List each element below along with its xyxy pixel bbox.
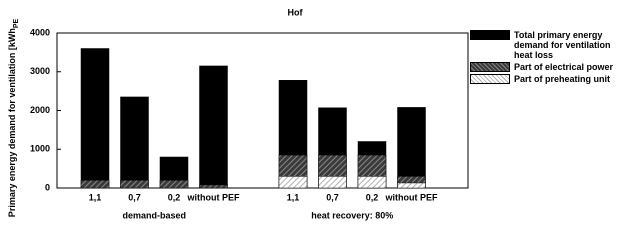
legend-item: Total primary energy demand for ventilat… xyxy=(470,30,618,60)
y-tick-label: 2000 xyxy=(30,105,50,115)
group-label: heat recovery: 80% xyxy=(311,210,393,220)
bar xyxy=(80,48,110,189)
bar xyxy=(397,182,426,189)
group-label: demand-based xyxy=(122,210,186,220)
x-tick-label: 1,1 xyxy=(287,192,300,202)
y-label-main: Primary energy demand for ventilation [k… xyxy=(7,28,17,217)
legend-item: Part of electrical power xyxy=(470,62,618,72)
bar xyxy=(397,107,426,189)
legend-label: Part of preheating unit xyxy=(514,74,611,84)
legend-swatch xyxy=(470,62,510,72)
bar xyxy=(199,184,228,189)
y-tick-label: 0 xyxy=(45,182,50,192)
legend-label: Total primary energy demand for ventilat… xyxy=(514,30,611,60)
x-tick-label: 0,7 xyxy=(128,192,141,202)
legend-swatch xyxy=(470,74,510,84)
bar xyxy=(278,176,308,189)
x-tick-label: 0,2 xyxy=(168,192,181,202)
legend-swatch xyxy=(470,30,510,40)
x-tick-label: 0,7 xyxy=(326,192,339,202)
x-tick-label: 0,2 xyxy=(366,192,379,202)
bar xyxy=(120,180,149,189)
legend-item: Part of preheating unit xyxy=(470,74,618,84)
bar xyxy=(199,65,228,189)
bar xyxy=(357,176,387,189)
y-tick-label: 3000 xyxy=(30,66,50,76)
y-axis-label: Primary energy demand for ventilation [k… xyxy=(7,18,19,217)
legend: Total primary energy demand for ventilat… xyxy=(470,30,618,86)
chart-page: Hof Primary energy demand for ventilatio… xyxy=(7,7,618,220)
x-tick-label: 1,1 xyxy=(89,192,102,202)
bar xyxy=(80,180,110,189)
chart-title: Hof xyxy=(288,7,304,17)
y-tick-label: 1000 xyxy=(30,144,50,154)
bar xyxy=(120,96,149,189)
x-tick-label: without PEF xyxy=(187,192,240,202)
y-tick-label: 4000 xyxy=(30,27,50,37)
bar xyxy=(159,180,189,189)
x-tick-label: without PEF xyxy=(385,192,438,202)
legend-label: Part of electrical power xyxy=(514,62,614,72)
y-label-sub: PE xyxy=(13,18,20,28)
chart: Hof Primary energy demand for ventilatio… xyxy=(7,7,469,220)
bar xyxy=(318,176,347,189)
